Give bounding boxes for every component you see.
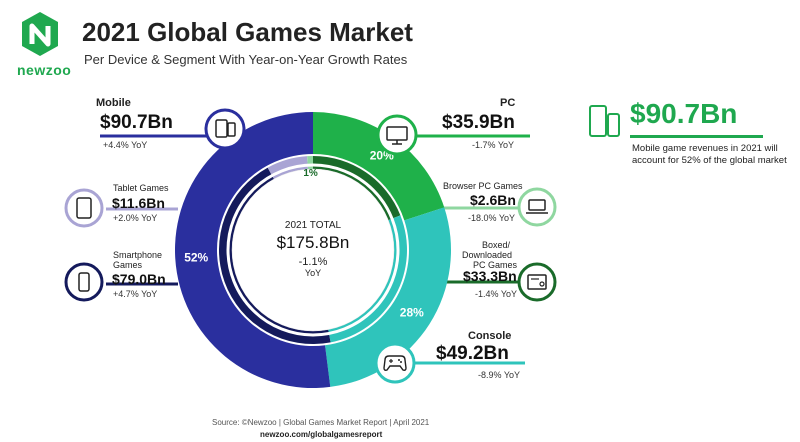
boxed-name-3: PC Games	[473, 260, 518, 270]
mobile-name: Mobile	[96, 97, 131, 109]
monitor-icon	[376, 114, 418, 156]
inner-pct-tablet: 7%	[285, 174, 300, 185]
browser-yoy: -18.0% YoY	[468, 213, 516, 223]
callout-text: Mobile game revenues in 2021 will accoun…	[632, 143, 787, 166]
callout-tablet-phone-icon	[586, 102, 626, 142]
source-note: Source: ©Newzoo | Global Games Market Re…	[212, 418, 430, 427]
percentage-labels: 20%28%52%19%28%45%7%1%	[184, 148, 424, 319]
console-value: $49.2Bn	[436, 343, 509, 364]
outer-pct-console: 28%	[400, 306, 424, 320]
outer-slice-console	[325, 207, 451, 387]
outer-pct-mobile: 52%	[184, 250, 208, 264]
mobile-yoy: +4.4% YoY	[103, 140, 148, 150]
tablet-value: $11.6Bn	[112, 195, 165, 211]
boxed-yoy: -1.4% YoY	[475, 289, 518, 299]
smartphone-yoy: +4.7% YoY	[113, 289, 158, 299]
outer-slice-mobile	[175, 112, 331, 388]
console-yoy: -8.9% YoY	[478, 370, 521, 380]
mobile-value: $90.7Bn	[100, 112, 173, 133]
source-url: newzoo.com/globalgamesreport	[260, 430, 383, 439]
tablet-name: Tablet Games	[113, 183, 169, 193]
newzoo-logo-icon	[18, 10, 62, 62]
center-total: 2021 TOTAL $175.8Bn -1.1% YoY	[253, 220, 373, 278]
callout-value: $90.7Bn	[630, 98, 738, 129]
inner-pct-smartphone: 45%	[247, 266, 267, 277]
laptop-icon	[517, 187, 557, 227]
brand-name: newzoo	[17, 62, 72, 78]
outer-ring	[175, 112, 451, 388]
tablet-icon	[64, 188, 104, 228]
center-growth: -1.1%	[298, 256, 328, 268]
outer-slice-pc	[313, 112, 445, 221]
boxed-name-2: Downloaded	[462, 250, 513, 260]
page-subtitle: Per Device & Segment With Year-on-Year G…	[84, 52, 408, 67]
boxed-value: $33.3Bn	[463, 268, 517, 284]
inner-pct-browser: 1%	[303, 168, 318, 179]
smartphone-value: $79.0Bn	[112, 271, 166, 287]
mobile-label: Mobile	[96, 97, 178, 109]
boxed-name-1: Boxed/	[482, 240, 511, 250]
browser-name: Browser PC Games	[443, 181, 523, 191]
tablet-phone-icon	[204, 108, 246, 150]
tablet-yoy: +2.0% YoY	[113, 213, 158, 223]
leader-lines	[100, 134, 530, 365]
pc-name: PC	[500, 97, 516, 109]
console-name: Console	[468, 330, 512, 342]
callout-underline	[630, 135, 763, 138]
center-label: 2021 TOTAL	[284, 220, 342, 231]
pc-yoy: -1.7% YoY	[472, 140, 515, 150]
center-value: $175.8Bn	[276, 233, 350, 252]
center-growth-unit: YoY	[304, 268, 322, 278]
smartphone-name-2: Games	[113, 260, 143, 270]
browser-value: $2.6Bn	[470, 192, 516, 208]
inner-pct-boxed: 19%	[337, 196, 357, 207]
pc-value: $35.9Bn	[442, 112, 515, 133]
inner-pct-console-inner: 28%	[356, 275, 376, 286]
center-circle	[231, 168, 395, 332]
smartphone-icon	[64, 262, 104, 302]
gamepad-icon	[374, 342, 416, 384]
page-title: 2021 Global Games Market	[82, 17, 413, 47]
console-box-icon	[517, 262, 557, 302]
smartphone-name-1: Smartphone	[113, 250, 163, 260]
